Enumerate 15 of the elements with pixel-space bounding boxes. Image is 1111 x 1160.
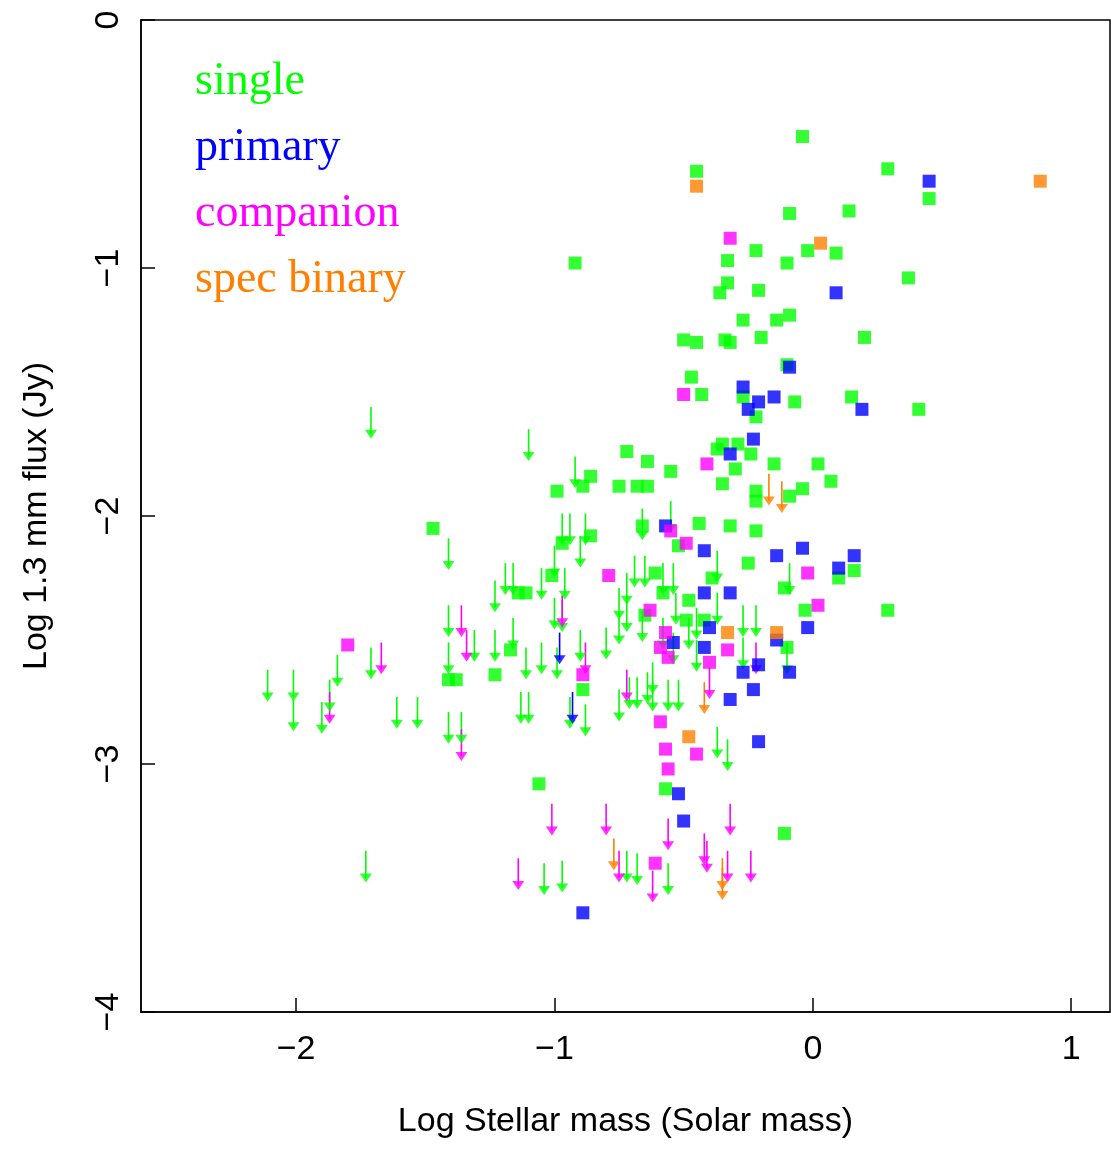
x-axis-title: Log Stellar mass (Solar mass) xyxy=(397,1100,854,1138)
x-tick-label: 0 xyxy=(803,1028,823,1066)
text: primary xyxy=(195,118,341,170)
y-tick-label: 0 xyxy=(87,10,125,30)
x-tick-label: 1 xyxy=(1061,1028,1081,1066)
y-tick-label: −2 xyxy=(87,496,125,536)
y-tick-label: −3 xyxy=(87,744,125,784)
x-tick-label: −2 xyxy=(276,1028,316,1066)
y-tick-label: −4 xyxy=(87,992,125,1032)
text: spec binary xyxy=(195,250,406,302)
text: single xyxy=(195,52,305,104)
x-tick-label: −1 xyxy=(535,1028,574,1066)
y-tick-label: −1 xyxy=(87,248,125,288)
y-axis-title: Log 1.3 mm flux (Jy) xyxy=(15,362,53,670)
text: companion xyxy=(195,184,400,236)
